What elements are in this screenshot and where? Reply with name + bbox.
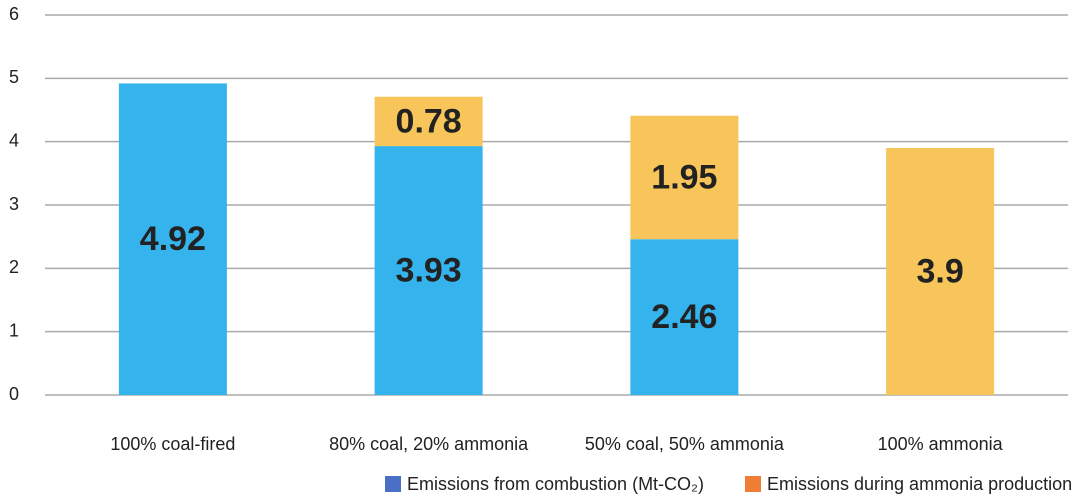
bar-segment: [374, 96, 483, 147]
x-tick-label: 100% coal-fired: [110, 434, 235, 454]
bar-segment: [886, 148, 995, 395]
y-tick-label: 5: [9, 67, 19, 87]
y-tick-label: 3: [9, 194, 19, 214]
data-label: 3.93: [396, 252, 462, 290]
data-label: 2.46: [651, 298, 717, 336]
bar-segment: [374, 146, 483, 395]
data-label: 3.9: [916, 252, 963, 290]
bar-segment: [118, 83, 227, 396]
data-label: 1.95: [651, 158, 717, 196]
data-label: 0.78: [396, 102, 462, 140]
y-tick-label: 4: [9, 130, 19, 150]
y-tick-label: 2: [9, 257, 19, 277]
data-label: 4.92: [140, 220, 206, 258]
x-tick-label: 100% ammonia: [878, 434, 1004, 454]
x-tick-label: 80% coal, 20% ammonia: [329, 434, 529, 454]
bar-segment: [630, 239, 739, 395]
legend-swatch: [385, 476, 401, 492]
legend-label: Emissions from combustion (Mt-CO₂): [407, 474, 704, 494]
y-tick-label: 6: [9, 4, 19, 24]
x-tick-label: 50% coal, 50% ammonia: [585, 434, 785, 454]
bar-segment: [630, 115, 739, 240]
y-tick-label: 1: [9, 320, 19, 340]
y-tick-label: 0: [9, 384, 19, 404]
legend-swatch: [745, 476, 761, 492]
legend-label: Emissions during ammonia production (Mt-…: [767, 474, 1075, 494]
